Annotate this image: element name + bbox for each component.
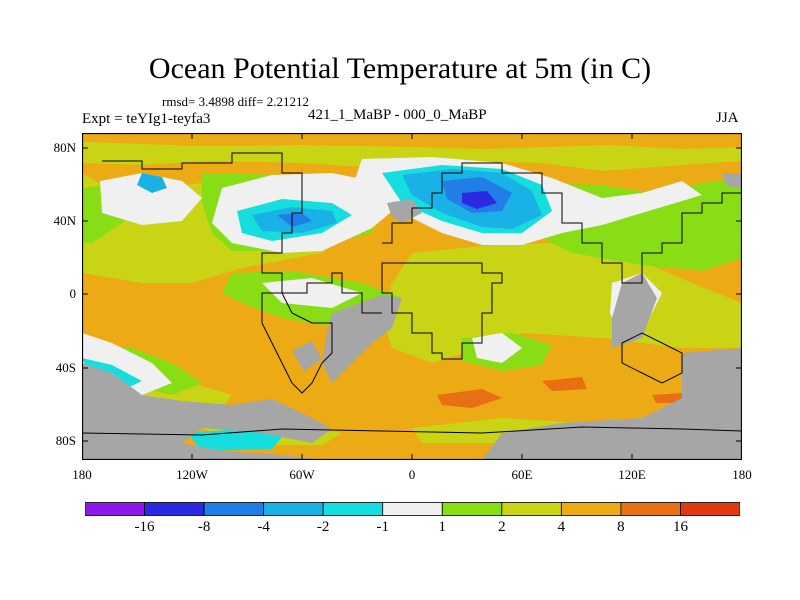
experiment-label: Expt = teYIg1-teyfa3 [82, 111, 211, 127]
colorbar-swatch [203, 502, 265, 516]
lon-tick-label: 60W [289, 467, 315, 482]
temperature-map [82, 133, 742, 460]
lon-tick-label: 0 [408, 467, 416, 482]
lat-tick-label: 0 [69, 286, 77, 301]
colorbar-swatch [501, 502, 562, 516]
coastlines [82, 152, 742, 436]
colorbar-swatch [680, 502, 740, 516]
subtitle-text: 421_1_MaBP - 000_0_MaBP [308, 107, 487, 123]
colorbar-swatch [263, 502, 324, 516]
colorbar-swatch [382, 502, 443, 516]
colorbar-label: -1 [376, 519, 389, 535]
colorbar-label: -2 [316, 519, 330, 535]
colorbar-swatch [144, 502, 205, 516]
season-label: JJA [716, 110, 739, 126]
lat-tick-label: 40S [55, 360, 76, 375]
lon-tick-label: 60E [511, 467, 533, 482]
lat-tick-label: 80S [55, 433, 76, 448]
lon-tick-label: 180 [732, 467, 752, 482]
lat-tick-label: 80N [53, 140, 76, 155]
colorbar-label: 1 [438, 519, 447, 535]
field-8-to-16 [437, 377, 684, 408]
colorbar-label: 16 [672, 519, 688, 535]
colorbar-swatch [441, 502, 503, 516]
colorbar-swatch [620, 502, 681, 516]
colorbar-swatch [322, 502, 384, 516]
lon-tick-label: 120W [176, 467, 208, 482]
colorbar-swatch [85, 502, 145, 516]
lat-tick-label: 40N [53, 213, 76, 228]
colorbar-label: 4 [557, 519, 566, 535]
colorbar-label: 8 [617, 519, 625, 535]
axis-ticks [82, 133, 742, 460]
colorbar [85, 502, 740, 516]
stats-text: rmsd= 3.4898 diff= 2.21212 [162, 94, 309, 109]
lon-tick-label: 180 [72, 467, 92, 482]
colorbar-label: 2 [498, 519, 506, 535]
field-neg16-to-neg8 [462, 191, 497, 209]
colorbar-label: -4 [257, 519, 270, 535]
lon-tick-label: 120E [618, 467, 646, 482]
land-mask [82, 173, 742, 460]
colorbar-label: -8 [197, 519, 211, 535]
colorbar-label: -16 [134, 519, 155, 535]
map-title: Ocean Potential Temperature at 5m (in C) [148, 52, 652, 85]
colorbar-swatch [560, 502, 622, 516]
